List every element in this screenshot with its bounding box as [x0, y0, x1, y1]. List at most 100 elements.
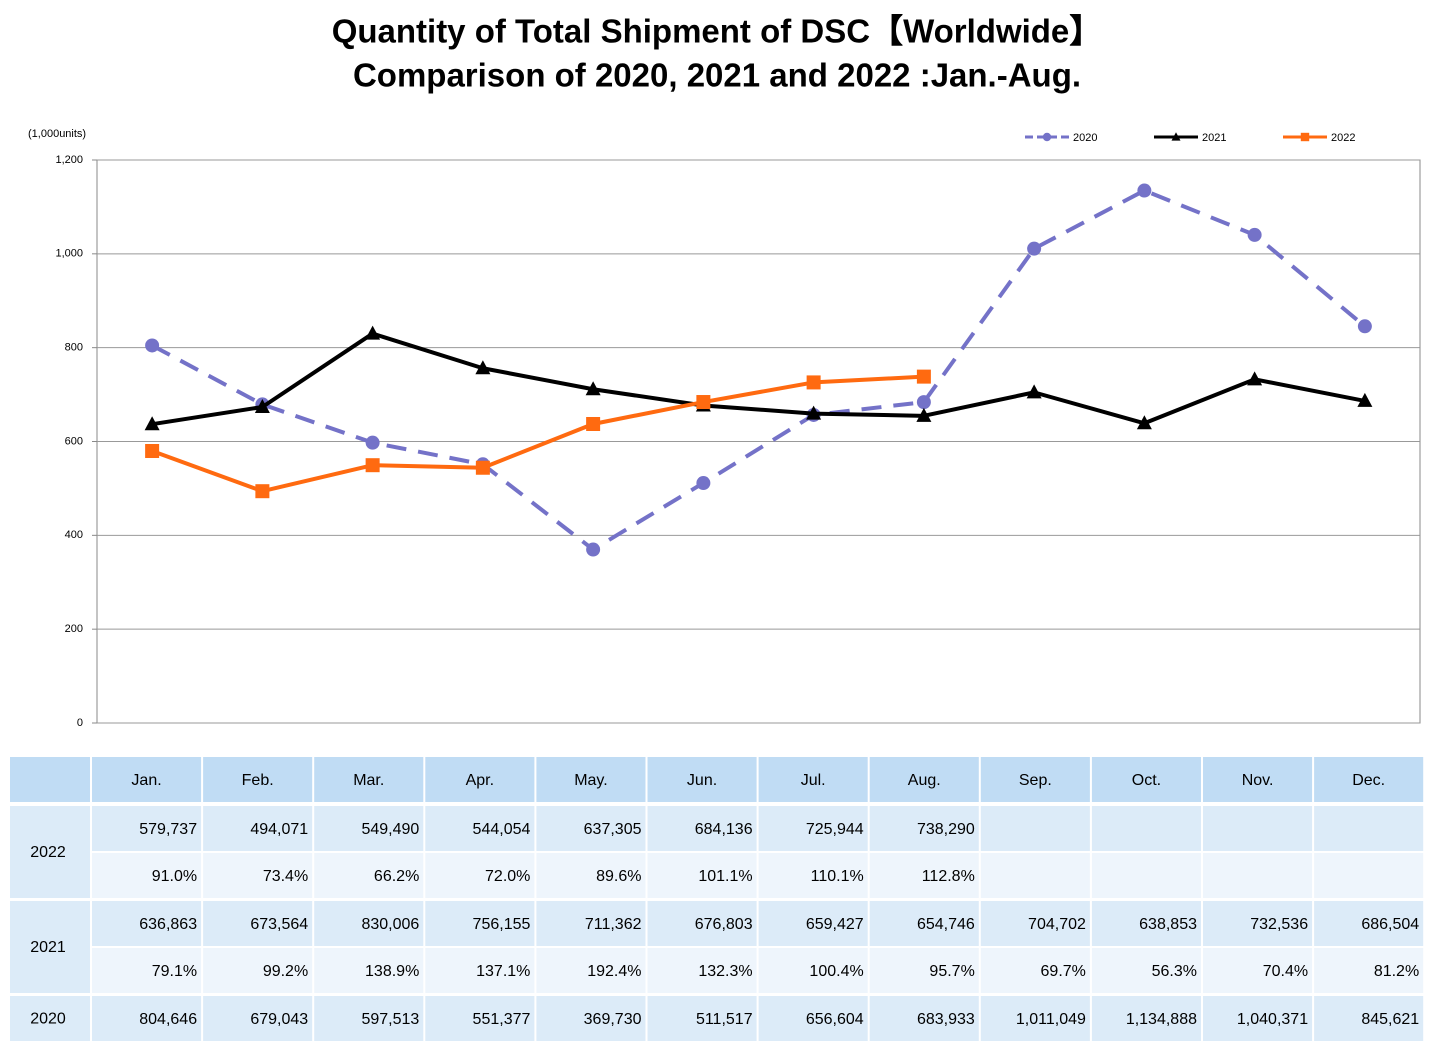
y-axis-label: (1,000units): [28, 128, 86, 140]
table-cell-text: 100.4%: [809, 963, 863, 980]
data-point: [144, 416, 160, 431]
table-cell-text: 549,490: [361, 821, 419, 838]
data-point: [475, 360, 491, 375]
table-cell: [314, 996, 424, 1041]
y-tick-label: 200: [65, 623, 83, 635]
table-cell: [536, 996, 646, 1041]
table-header-text: Mar.: [353, 772, 384, 789]
table-cell: [1314, 948, 1424, 993]
table-header-text: Aug.: [908, 772, 941, 789]
table-cell-text: 112.8%: [922, 868, 975, 885]
y-tick-label: 1,200: [55, 154, 83, 166]
table-cell-text: 1,040,371: [1237, 1011, 1308, 1028]
table-cell: [425, 901, 535, 946]
data-point: [145, 338, 160, 353]
table-header-cell: [1091, 757, 1201, 802]
data-point: [696, 395, 711, 410]
table-cell: [647, 806, 757, 851]
data-point: [365, 435, 380, 450]
table-cell: [758, 806, 868, 851]
table-cell-text: 659,427: [806, 916, 864, 933]
table-cell-text: 192.4%: [587, 963, 641, 980]
table-cell-text: 101.1%: [698, 868, 752, 885]
data-point: [916, 369, 931, 384]
table-cell-text: 597,513: [361, 1011, 419, 1028]
y-tick-label: 0: [77, 717, 83, 729]
table-cell-text: 656,604: [806, 1011, 864, 1028]
table-cell: [1314, 996, 1424, 1041]
table-header-cell: [425, 757, 535, 802]
chart-subtitle: Comparison of 2020, 2021 and 2022 :Jan.-…: [353, 57, 1081, 94]
table-cell-text: 73.4%: [263, 868, 308, 885]
table-cell: [536, 806, 646, 851]
table-cell: [869, 901, 979, 946]
data-point: [696, 476, 711, 491]
table-cell-text: 711,362: [585, 916, 642, 933]
table-cell-text: 686,504: [1361, 916, 1419, 933]
table-header-cell: [869, 757, 979, 802]
data-point: [586, 416, 601, 431]
table-year-cell: [10, 996, 90, 1041]
table-cell-text: 137.1%: [476, 963, 530, 980]
table-year-cell: [10, 901, 90, 993]
table-cell: [758, 901, 868, 946]
table-cell: [314, 853, 424, 898]
table-cell-text: 70.4%: [1263, 963, 1308, 980]
table-cell: [1091, 948, 1201, 993]
table-cell: [314, 948, 424, 993]
table-cell: [203, 901, 313, 946]
table-cell: [92, 948, 202, 993]
table-cell-text: 511,517: [696, 1011, 753, 1028]
legend-marker: [1300, 132, 1310, 142]
data-point: [916, 395, 931, 410]
table-cell-text: 725,944: [806, 821, 864, 838]
table-cell-text: 81.2%: [1374, 963, 1419, 980]
table-header-text: Oct.: [1132, 772, 1161, 789]
table-cell: [536, 948, 646, 993]
table-cell-text: 637,305: [584, 821, 642, 838]
table-cell: [869, 948, 979, 993]
table-cell: [203, 806, 313, 851]
table-cell: [425, 948, 535, 993]
table-cell-text: 684,136: [695, 821, 753, 838]
table-cell: [869, 853, 979, 898]
table-header-text: May.: [574, 772, 607, 789]
data-point: [365, 325, 381, 340]
table-cell-text: 79.1%: [152, 963, 197, 980]
table-header-cell: [10, 757, 90, 802]
table-cell: [536, 901, 646, 946]
data-point: [806, 405, 822, 420]
table-cell-text: 1,134,888: [1126, 1011, 1197, 1028]
data-point: [1027, 241, 1042, 256]
table-header-text: Feb.: [242, 772, 274, 789]
data-point: [1357, 392, 1373, 407]
table-cell: [314, 806, 424, 851]
table-header-text: Jun.: [687, 772, 717, 789]
table-cell: [758, 853, 868, 898]
table-header-cell: [314, 757, 424, 802]
table-cell-text: 738,290: [917, 821, 975, 838]
data-point: [806, 375, 821, 390]
table-cell: [203, 996, 313, 1041]
table-cell-text: 756,155: [473, 916, 531, 933]
table-cell: [425, 853, 535, 898]
table-cell: [1203, 853, 1313, 898]
table-cell-text: 72.0%: [485, 868, 530, 885]
data-point: [586, 542, 601, 557]
table-cell-text: 638,853: [1139, 916, 1197, 933]
table-cell-text: 830,006: [361, 916, 419, 933]
chart-title: Quantity of Total Shipment of DSC【Worldw…: [332, 13, 1103, 50]
legend-label: 2021: [1202, 132, 1226, 144]
table-header-cell: [203, 757, 313, 802]
table-cell-text: 132.3%: [698, 963, 752, 980]
series-line: [151, 188, 1367, 552]
table-cell-text: 551,377: [473, 1011, 531, 1028]
table-cell-text: 704,702: [1028, 916, 1086, 933]
table-header-text: Sep.: [1019, 772, 1052, 789]
table-header-cell: [536, 757, 646, 802]
y-tick-label: 1,000: [55, 248, 83, 260]
table-cell-text: 579,737: [139, 821, 197, 838]
data-point: [1247, 371, 1263, 386]
table-cell: [203, 853, 313, 898]
